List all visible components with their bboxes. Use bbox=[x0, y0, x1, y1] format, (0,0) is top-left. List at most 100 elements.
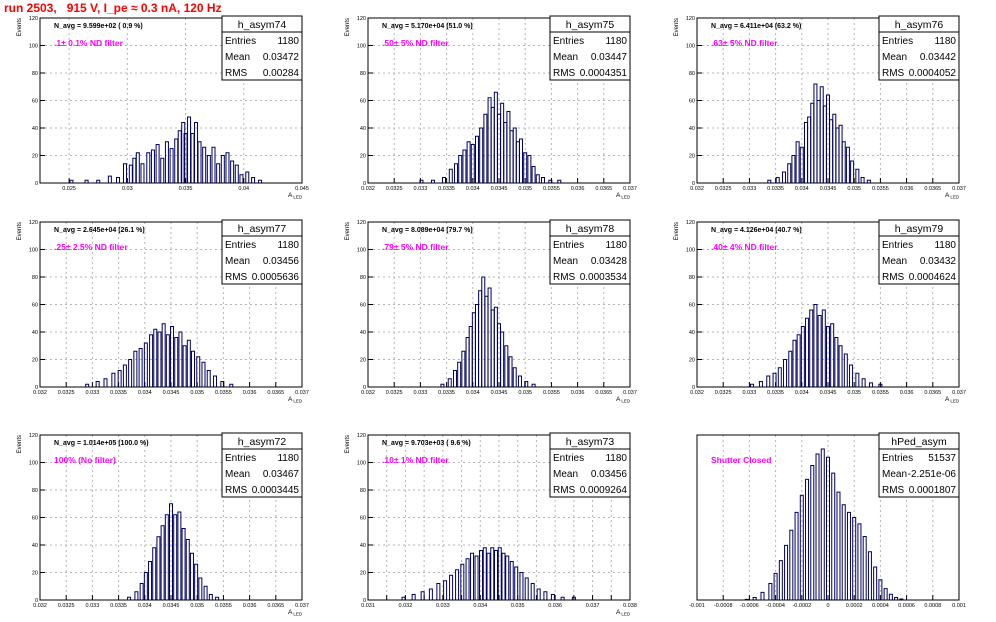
stats-title: h_asym78 bbox=[566, 223, 615, 235]
x-tick-label: 0.0325 bbox=[715, 390, 732, 396]
x-axis-label: ALED bbox=[288, 192, 303, 200]
stats-rms-value: 0.0005636 bbox=[252, 272, 300, 283]
histogram-bin bbox=[443, 580, 448, 600]
y-axis-label: Events bbox=[17, 435, 23, 453]
histogram-bin bbox=[132, 157, 137, 183]
x-tick-label: 0.04 bbox=[238, 186, 249, 192]
histogram-bin bbox=[493, 91, 498, 183]
y-tick-label: 60 bbox=[32, 303, 38, 309]
histogram-bin bbox=[146, 152, 151, 183]
histogram-bin bbox=[813, 83, 818, 183]
stats-box bbox=[878, 432, 960, 498]
x-tick-label: -0.0002 bbox=[792, 603, 811, 609]
histogram-bin bbox=[826, 326, 830, 387]
histogram-bin bbox=[803, 122, 808, 183]
histogram-bin bbox=[783, 359, 788, 387]
histogram-bin bbox=[428, 588, 433, 600]
x-axis-label: ALED bbox=[288, 609, 303, 617]
x-axis-label: ALED bbox=[945, 396, 960, 404]
histogram-bin bbox=[855, 168, 860, 183]
histogram-bin bbox=[182, 345, 187, 387]
x-tick-label: 0.032 bbox=[361, 186, 375, 192]
x-tick-label: 0.0365 bbox=[924, 390, 941, 396]
stats-title: h_asym77 bbox=[238, 223, 287, 235]
x-tick-label: 0.0335 bbox=[110, 390, 127, 396]
histogram-bin bbox=[468, 326, 473, 387]
stats-mean-label: Mean bbox=[553, 256, 578, 267]
stats-entries-value: 1180 bbox=[277, 453, 299, 464]
x-tick-label: 0.035 bbox=[518, 186, 532, 192]
histogram-bin bbox=[816, 100, 821, 183]
histogram-bin bbox=[523, 152, 528, 183]
histogram-bin bbox=[775, 177, 780, 183]
stats-rms-label: RMS bbox=[553, 68, 576, 79]
x-tick-label: 0.037 bbox=[623, 390, 637, 396]
y-tick-label: 20 bbox=[689, 154, 695, 160]
histogram-bin bbox=[805, 478, 810, 600]
histogram-bin bbox=[829, 119, 834, 183]
x-tick-label: 0.032 bbox=[33, 603, 47, 609]
histogram-bin bbox=[768, 583, 773, 600]
histogram-bin bbox=[894, 596, 899, 600]
histogram-bin bbox=[800, 326, 805, 387]
histogram-bin bbox=[560, 596, 565, 600]
y-tick-label: 80 bbox=[360, 275, 366, 281]
histogram-bin bbox=[888, 593, 893, 600]
x-tick-label: 0.035 bbox=[190, 390, 204, 396]
y-tick-label: 20 bbox=[32, 358, 38, 364]
histogram-bin bbox=[501, 552, 506, 600]
histogram-bin bbox=[820, 448, 825, 600]
x-tick-label: 0.0355 bbox=[872, 186, 889, 192]
histogram-bin bbox=[138, 348, 143, 387]
histogram-bin bbox=[239, 174, 244, 183]
stats-box bbox=[549, 432, 631, 498]
histogram-bin bbox=[543, 591, 548, 600]
y-tick-label: 120 bbox=[29, 433, 38, 439]
filter-label: .1± 0.1% ND filter bbox=[54, 38, 124, 48]
y-tick-label: 60 bbox=[360, 303, 366, 309]
histogram-bin bbox=[767, 179, 772, 183]
histogram-bin bbox=[487, 97, 492, 183]
histogram-bin bbox=[164, 141, 169, 183]
histogram-bin bbox=[245, 171, 250, 183]
plot-frame bbox=[367, 434, 631, 601]
histogram-bin bbox=[789, 529, 794, 600]
histogram-bin bbox=[515, 141, 520, 183]
x-axis-label-sub: LED bbox=[950, 399, 960, 404]
histogram-bin bbox=[817, 315, 822, 387]
x-tick-label: 0.032 bbox=[33, 390, 47, 396]
stats-rms-value: 0.0004351 bbox=[580, 68, 628, 79]
histogram-bin bbox=[135, 152, 140, 183]
histogram-bin bbox=[229, 383, 234, 387]
x-tick-label: 0.0345 bbox=[491, 186, 508, 192]
x-axis-label: ALED bbox=[616, 192, 631, 200]
x-tick-label: 0.034 bbox=[473, 603, 487, 609]
x-axis-label-main: A bbox=[945, 192, 950, 199]
y-tick-label: 120 bbox=[29, 220, 38, 226]
x-axis-label-main: A bbox=[288, 609, 293, 616]
x-tick-label: 0.0325 bbox=[386, 390, 403, 396]
stats-entries-value: 1180 bbox=[605, 240, 627, 251]
y-tick-label: 120 bbox=[686, 16, 695, 22]
histogram-bin bbox=[187, 116, 192, 183]
x-tick-label: 0.0365 bbox=[595, 390, 612, 396]
x-tick-label: 0.034 bbox=[138, 603, 152, 609]
histogram-bin bbox=[482, 547, 487, 600]
histogram-bin bbox=[169, 148, 174, 183]
histogram-bin bbox=[128, 164, 133, 183]
y-tick-label: 0 bbox=[35, 385, 38, 391]
x-axis-label-sub: LED bbox=[621, 612, 631, 617]
histogram-bin bbox=[548, 179, 553, 183]
histogram-bin bbox=[474, 555, 479, 600]
histogram-bin bbox=[861, 378, 866, 387]
histogram-bin bbox=[867, 551, 872, 600]
histogram-bin bbox=[868, 382, 873, 387]
stats-title: h_asym72 bbox=[238, 436, 287, 448]
y-tick-label: 120 bbox=[357, 433, 366, 439]
stats-title: hPed_asym bbox=[891, 436, 947, 448]
histogram-bin bbox=[512, 367, 517, 387]
histogram-bin bbox=[117, 370, 122, 387]
x-tick-label: 0.032 bbox=[361, 390, 375, 396]
x-axis-label-sub: LED bbox=[950, 195, 960, 200]
histogram-panel: 0.032 0.0325 0.033 0.0335 0.034 0.0345 0.035 0.… bbox=[674, 15, 966, 200]
